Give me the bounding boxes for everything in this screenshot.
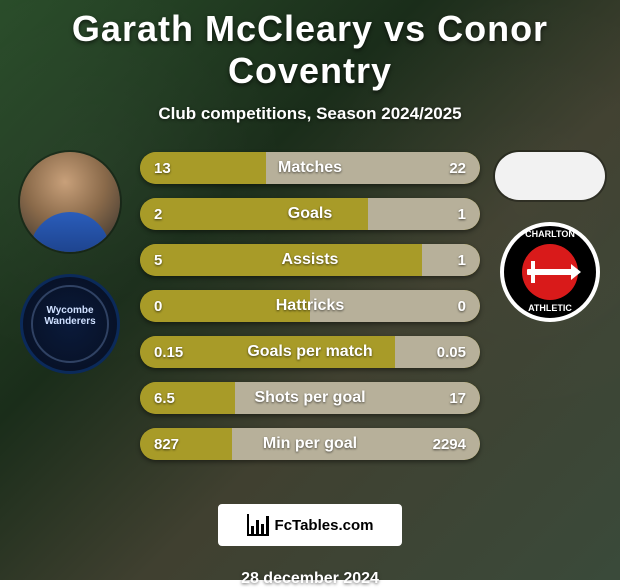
stat-value-left: 6.5: [140, 382, 189, 414]
chart-bar-icon: [266, 516, 269, 534]
stat-row: 0.15 0.05 Goals per match: [140, 336, 480, 368]
stat-value-left: 0.15: [140, 336, 197, 368]
stat-row: 827 2294 Min per goal: [140, 428, 480, 460]
page-title: Garath McCleary vs Conor Coventry: [0, 0, 620, 92]
footer-brand-badge: FcTables.com: [218, 504, 402, 546]
sword-icon: [527, 269, 573, 275]
chart-icon: [247, 514, 269, 536]
left-player-jersey: [30, 212, 110, 252]
stat-value-left: 0: [140, 290, 176, 322]
subtitle: Club competitions, Season 2024/2025: [0, 104, 620, 124]
stat-value-right: 1: [444, 244, 480, 276]
right-club-badge: CHARLTON ATHLETIC: [500, 222, 600, 322]
stat-value-left: 5: [140, 244, 176, 276]
stat-bars: 13 22 Matches 2 1 Goals 5 1 Assists 0 0 Hattricks 0.…: [140, 152, 480, 460]
chart-bar-icon: [261, 524, 264, 534]
stat-row: 0 0 Hattricks: [140, 290, 480, 322]
left-player-column: Wycombe Wanderers: [10, 152, 130, 374]
stat-value-left: 827: [140, 428, 193, 460]
right-player-column: CHARLTON ATHLETIC: [490, 152, 610, 322]
stat-value-right: 1: [444, 198, 480, 230]
left-player-avatar: [20, 152, 120, 252]
stat-value-right: 0: [444, 290, 480, 322]
stat-value-left: 13: [140, 152, 185, 184]
stat-value-right: 2294: [419, 428, 480, 460]
stat-label: Hattricks: [276, 297, 344, 315]
badge-red-circle-icon: [522, 244, 578, 300]
stat-label: Shots per goal: [254, 389, 365, 407]
left-club-badge: Wycombe Wanderers: [20, 274, 120, 374]
left-club-name: Wycombe Wanderers: [23, 305, 117, 327]
stat-row: 6.5 17 Shots per goal: [140, 382, 480, 414]
date-text: 28 december 2024: [0, 570, 620, 588]
stat-label: Matches: [278, 159, 342, 177]
stat-value-right: 22: [435, 152, 480, 184]
stat-value-right: 17: [435, 382, 480, 414]
chart-bar-icon: [251, 526, 254, 534]
stat-label: Goals: [288, 205, 332, 223]
footer-brand-text: FcTables.com: [275, 517, 374, 534]
comparison-area: Wycombe Wanderers CHARLTON ATHLETIC 1322…: [0, 152, 620, 482]
chart-bar-icon: [256, 520, 259, 534]
stat-value-left: 2: [140, 198, 176, 230]
comparison-card: Garath McCleary vs Conor Coventry Club c…: [0, 0, 620, 580]
stat-label: Min per goal: [263, 435, 357, 453]
stat-value-right: 0.05: [423, 336, 480, 368]
stat-label: Goals per match: [247, 343, 372, 361]
stat-label: Assists: [282, 251, 339, 269]
stat-row: 13 22 Matches: [140, 152, 480, 184]
right-player-avatar: [495, 152, 605, 200]
stat-row: 2 1 Goals: [140, 198, 480, 230]
stat-row: 5 1 Assists: [140, 244, 480, 276]
